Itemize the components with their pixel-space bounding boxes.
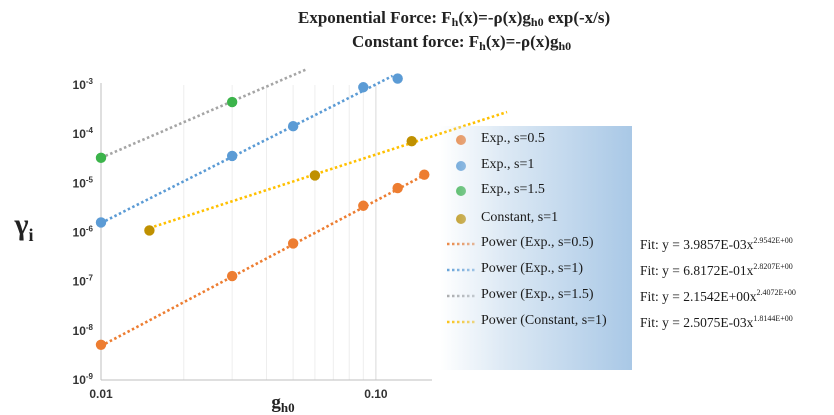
legend xyxy=(440,126,632,370)
legend-label: Exp., s=1.5 xyxy=(481,182,545,197)
fit-text-constant-s1: Fit: y = 2.5075E-03x1.8144E+00 xyxy=(640,314,793,330)
legend-label: Exp., s=0.5 xyxy=(481,131,545,146)
data-point xyxy=(309,170,321,181)
legend-label: Power (Exp., s=1) xyxy=(481,261,583,276)
y-axis-label: γi xyxy=(13,208,33,245)
legend-label: Power (Exp., s=1.5) xyxy=(481,287,594,302)
data-point xyxy=(287,238,299,249)
y-tick-label: 10-7 xyxy=(73,274,94,289)
data-point xyxy=(358,200,369,211)
legend-label: Exp., s=1 xyxy=(481,157,535,172)
fit-text-exp-s1.5: Fit: y = 2.1542E+00x2.4072E+00 xyxy=(640,288,796,304)
y-tick-label: 10-6 xyxy=(73,225,94,240)
y-tick-label: 10-5 xyxy=(73,175,94,190)
data-point xyxy=(392,73,403,84)
data-point xyxy=(392,182,403,194)
legend-label: Constant, s=1 xyxy=(481,210,559,225)
x-tick-label: 0.10 xyxy=(364,387,388,401)
chart-title-line-2: Constant force: Fh(x)=-ρ(x)gh0 xyxy=(352,32,572,53)
data-point xyxy=(419,169,430,180)
data-point xyxy=(287,121,299,132)
chart-title-line-1: Exponential Force: Fh(x)=-ρ(x)gh0 exp(-x… xyxy=(298,8,611,29)
data-point xyxy=(95,339,107,350)
y-tick-label: 10-4 xyxy=(73,126,94,141)
data-point xyxy=(95,217,107,228)
x-tick-label: 0.01 xyxy=(89,387,113,401)
data-point xyxy=(226,96,238,108)
y-tick-label: 10-8 xyxy=(73,323,94,338)
data-point xyxy=(95,152,107,164)
data-point xyxy=(144,225,155,236)
x-axis-label: gh0 xyxy=(271,392,294,415)
data-point xyxy=(226,150,238,162)
y-tick-label: 10-3 xyxy=(73,77,94,92)
fit-text-exp-s0.5: Fit: y = 3.9857E-03x2.9542E+00 xyxy=(640,236,793,252)
legend-label: Power (Constant, s=1) xyxy=(481,313,607,328)
fit-line-0 xyxy=(100,171,429,348)
data-point xyxy=(406,135,417,147)
y-tick-label: 10-9 xyxy=(73,372,94,387)
fit-line-1 xyxy=(100,74,394,225)
fit-text-exp-s1: Fit: y = 6.8172E-01x2.8207E+00 xyxy=(640,262,793,278)
data-point xyxy=(226,270,238,282)
legend-label: Power (Exp., s=0.5) xyxy=(481,235,594,250)
fit-line-2 xyxy=(100,68,308,159)
data-point xyxy=(358,82,369,93)
